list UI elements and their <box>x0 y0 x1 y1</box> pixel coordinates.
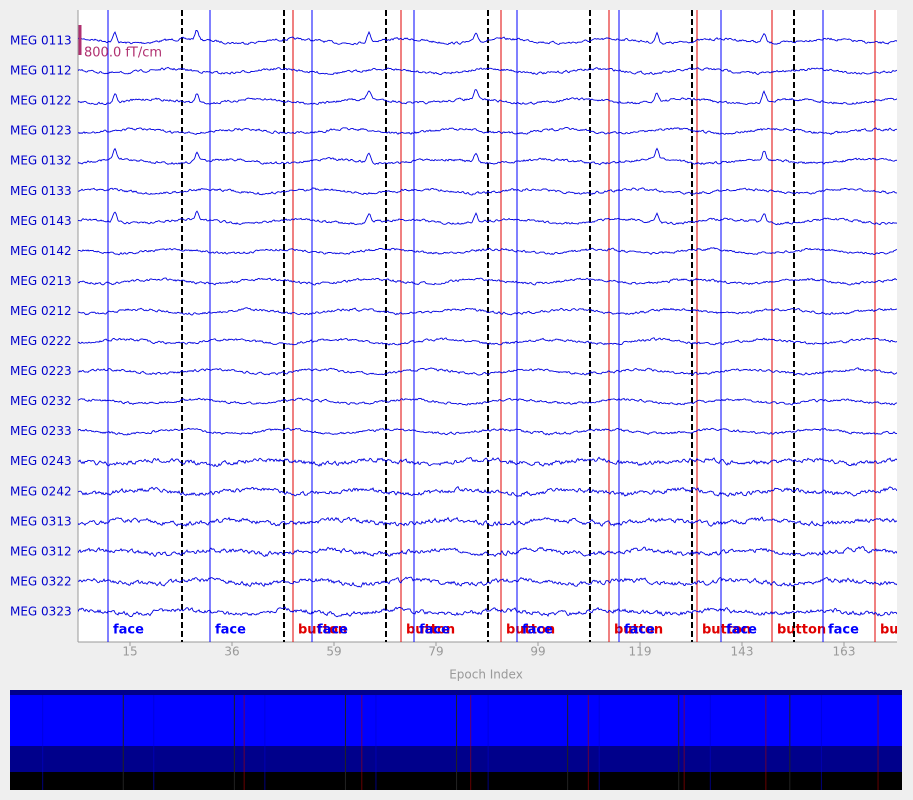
channel-label: MEG 0113 <box>10 34 72 48</box>
channel-label: MEG 0313 <box>10 514 72 528</box>
channel-label: MEG 0212 <box>10 304 72 318</box>
channel-label: MEG 0143 <box>10 214 72 228</box>
event-label: face <box>726 623 757 638</box>
trace <box>78 147 897 166</box>
channel-label: MEG 0323 <box>10 604 72 618</box>
overview-band <box>10 746 902 772</box>
trace <box>78 187 897 196</box>
trace <box>78 486 897 498</box>
event-label: button <box>298 623 347 638</box>
event-label: button <box>614 623 663 638</box>
channel-label: MEG 0232 <box>10 394 72 408</box>
x-tick-label: 36 <box>224 645 239 659</box>
trace <box>78 277 897 286</box>
event-label: face <box>419 623 450 638</box>
overview-band <box>10 690 902 695</box>
x-tick-label: 15 <box>122 645 137 659</box>
event-label: button <box>506 623 555 638</box>
trace <box>78 30 897 46</box>
trace <box>78 337 897 346</box>
trace <box>78 210 897 226</box>
channel-label: MEG 0242 <box>10 484 72 498</box>
event-label: face <box>113 623 144 638</box>
trace <box>78 456 897 468</box>
channel-label: MEG 0123 <box>10 124 72 138</box>
x-tick-label: 143 <box>731 645 754 659</box>
event-label: face <box>215 623 246 638</box>
event-label: face <box>624 623 655 638</box>
channel-label: MEG 0112 <box>10 64 72 78</box>
overview-band <box>10 695 902 746</box>
trace <box>78 606 897 618</box>
trace <box>78 397 897 406</box>
x-tick-label: 99 <box>530 645 545 659</box>
channel-label: MEG 0132 <box>10 154 72 168</box>
trace <box>78 427 897 436</box>
trace <box>78 247 897 256</box>
channel-label: MEG 0312 <box>10 544 72 558</box>
x-tick-label: 119 <box>629 645 652 659</box>
scale-label: 800.0 fT/cm <box>84 46 162 61</box>
channel-label: MEG 0133 <box>10 184 72 198</box>
event-label: button <box>406 623 455 638</box>
trace <box>78 88 897 106</box>
overview-bar <box>10 690 902 790</box>
x-axis-label: Epoch Index <box>449 668 523 682</box>
trace <box>78 66 897 76</box>
event-label: face <box>522 623 553 638</box>
trace <box>78 307 897 316</box>
trace <box>78 576 897 588</box>
x-tick-label: 59 <box>326 645 341 659</box>
channel-label: MEG 0222 <box>10 334 72 348</box>
channel-label: MEG 0122 <box>10 94 72 108</box>
trace <box>78 127 897 136</box>
channel-label: MEG 0223 <box>10 364 72 378</box>
x-tick-label: 79 <box>428 645 443 659</box>
channel-label: MEG 0142 <box>10 244 72 258</box>
event-label: button <box>880 623 913 638</box>
channel-label: MEG 0322 <box>10 574 72 588</box>
channel-label: MEG 0243 <box>10 454 72 468</box>
channel-label: MEG 0233 <box>10 424 72 438</box>
event-label: face <box>828 623 859 638</box>
event-label: face <box>317 623 348 638</box>
labels: MEG 0113 MEG 0112 MEG 0122 MEG 0123 MEG 0132… <box>10 34 855 659</box>
trace <box>78 367 897 376</box>
trace <box>78 545 897 558</box>
event-label: button <box>777 623 826 638</box>
channel-label: MEG 0213 <box>10 274 72 288</box>
trace <box>78 516 897 527</box>
x-tick-label: 163 <box>833 645 856 659</box>
event-label: button <box>702 623 751 638</box>
